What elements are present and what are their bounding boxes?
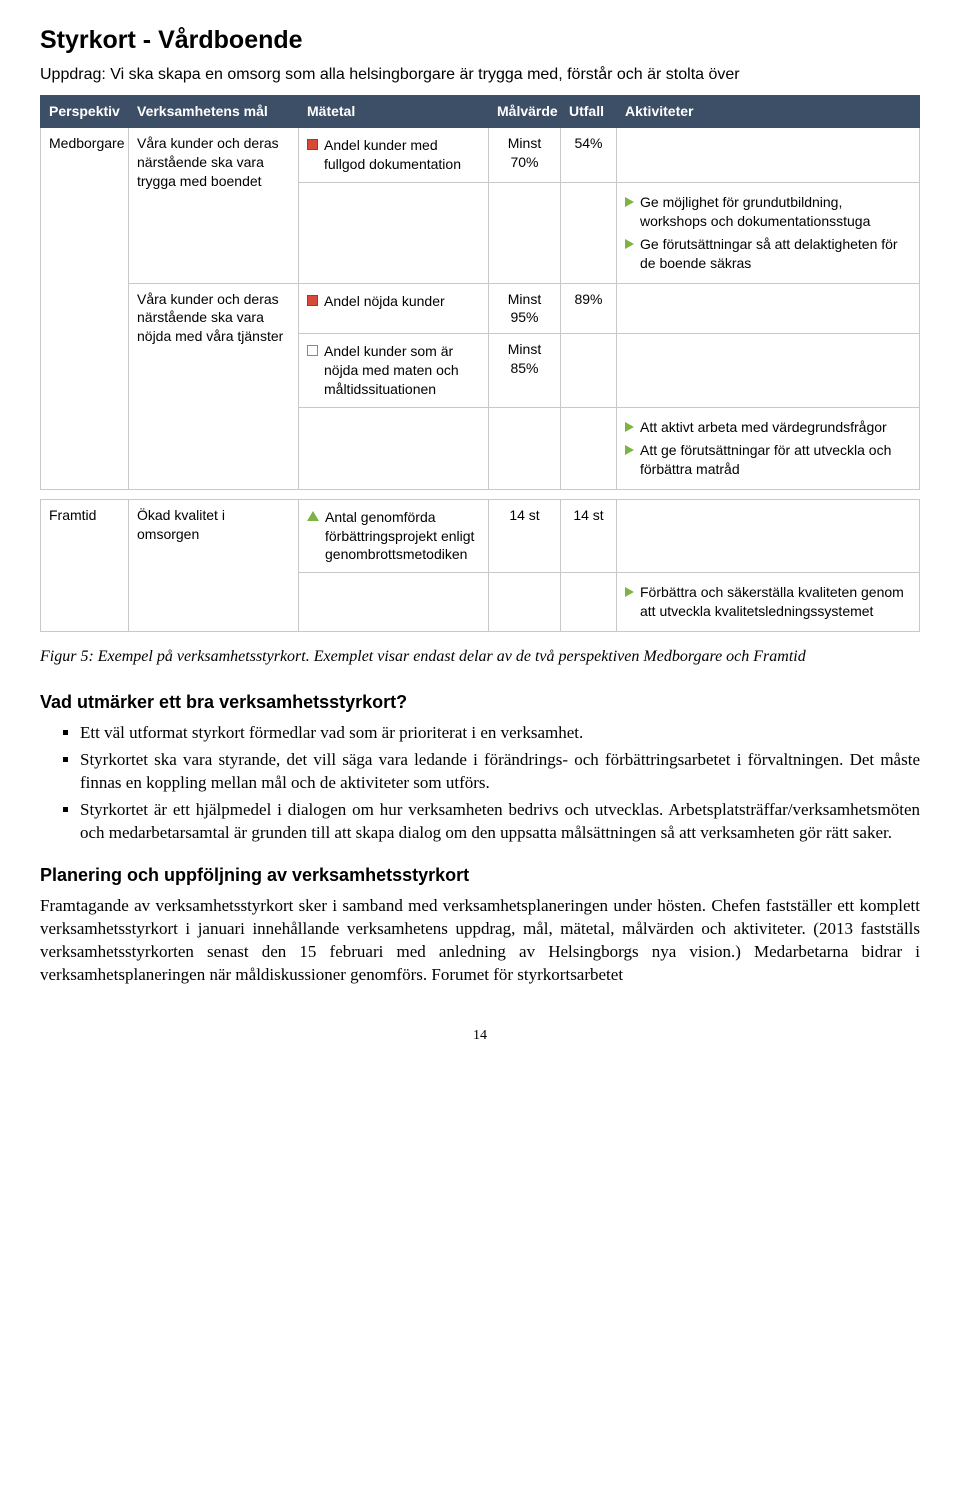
cell-outcome-2: 89% xyxy=(561,283,617,334)
cell-goal-framtid: Ökad kvalitet i omsorgen xyxy=(129,499,299,631)
cell-metric-1: Andel kunder med fullgod dokumentation xyxy=(299,128,489,183)
metric-framtid-text: Antal genomförda förbättringsprojekt enl… xyxy=(325,508,480,565)
cell-empty xyxy=(561,573,617,632)
table-spacer xyxy=(41,489,920,499)
cell-metric-framtid: Antal genomförda förbättringsprojekt enl… xyxy=(299,499,489,573)
cell-perspective-medborgare: Medborgare xyxy=(41,128,129,489)
cell-target-1: Minst 70% xyxy=(489,128,561,183)
metric-1-text: Andel kunder med fullgod dokumentation xyxy=(324,136,480,174)
cell-empty xyxy=(617,283,920,334)
metric-2-text: Andel nöjda kunder xyxy=(324,292,480,311)
mission-text: Uppdrag: Vi ska skapa en omsorg som alla… xyxy=(40,64,920,86)
table-row: Våra kunder och deras närstående ska var… xyxy=(41,283,920,334)
cell-empty xyxy=(489,183,561,284)
status-red-icon xyxy=(307,295,318,306)
cell-empty xyxy=(561,408,617,490)
cell-empty xyxy=(489,408,561,490)
page-title: Styrkort - Vårdboende xyxy=(40,24,920,58)
th-malvarde: Målvärde xyxy=(489,96,561,128)
activity-text: Att ge förutsättningar för att utveckla … xyxy=(640,441,911,479)
play-icon xyxy=(625,239,634,249)
cell-empty xyxy=(299,408,489,490)
table-header-row: Perspektiv Verksamhetens mål Mätetal Mål… xyxy=(41,96,920,128)
cell-empty xyxy=(489,573,561,632)
cell-outcome-1: 54% xyxy=(561,128,617,183)
cell-target-3: Minst 85% xyxy=(489,334,561,408)
cell-empty xyxy=(617,499,920,573)
play-icon xyxy=(625,197,634,207)
cell-target-2: Minst 95% xyxy=(489,283,561,334)
cell-metric-3: Andel kunder som är nöjda med maten och … xyxy=(299,334,489,408)
table-row: Framtid Ökad kvalitet i omsorgen Antal g… xyxy=(41,499,920,573)
cell-perspective-framtid: Framtid xyxy=(41,499,129,631)
activity-text: Ge förutsättningar så att delaktigheten … xyxy=(640,235,911,273)
th-perspektiv: Perspektiv xyxy=(41,96,129,128)
bullet-item: Ett väl utformat styrkort förmedlar vad … xyxy=(80,722,920,745)
cell-activities-2: Att aktivt arbeta med värdegrundsfrågor … xyxy=(617,408,920,490)
cell-empty xyxy=(617,334,920,408)
th-utfall: Utfall xyxy=(561,96,617,128)
cell-metric-2: Andel nöjda kunder xyxy=(299,283,489,334)
status-green-icon xyxy=(307,511,319,521)
page-number: 14 xyxy=(40,1027,920,1046)
scorecard-table: Perspektiv Verksamhetens mål Mätetal Mål… xyxy=(40,95,920,632)
table-row: Medborgare Våra kunder och deras närståe… xyxy=(41,128,920,183)
th-mal: Verksamhetens mål xyxy=(129,96,299,128)
cell-goal-1: Våra kunder och deras närstående ska var… xyxy=(129,128,299,283)
bullet-item: Styrkortet ska vara styrande, det vill s… xyxy=(80,749,920,795)
activity-text: Förbättra och säkerställa kvaliteten gen… xyxy=(640,583,911,621)
bullet-list-1: Ett väl utformat styrkort förmedlar vad … xyxy=(40,722,920,845)
cell-empty xyxy=(299,573,489,632)
th-aktiviteter: Aktiviteter xyxy=(617,96,920,128)
cell-empty xyxy=(299,183,489,284)
section-heading-1: Vad utmärker ett bra verksamhetsstyrkort… xyxy=(40,690,920,714)
cell-empty xyxy=(617,128,920,183)
cell-activities-1: Ge möjlighet för grundutbildning, worksh… xyxy=(617,183,920,284)
cell-goal-2: Våra kunder och deras närstående ska var… xyxy=(129,283,299,489)
play-icon xyxy=(625,422,634,432)
metric-3-text: Andel kunder som är nöjda med maten och … xyxy=(324,342,480,399)
status-open-icon xyxy=(307,345,318,356)
activity-text: Ge möjlighet för grundutbildning, worksh… xyxy=(640,193,911,231)
cell-activities-framtid: Förbättra och säkerställa kvaliteten gen… xyxy=(617,573,920,632)
bullet-item: Styrkortet är ett hjälpmedel i dialogen … xyxy=(80,799,920,845)
cell-target-framtid: 14 st xyxy=(489,499,561,573)
body-paragraph: Framtagande av verksamhetsstyrkort sker … xyxy=(40,895,920,987)
status-red-icon xyxy=(307,139,318,150)
th-matetal: Mätetal xyxy=(299,96,489,128)
play-icon xyxy=(625,445,634,455)
cell-outcome-3 xyxy=(561,334,617,408)
play-icon xyxy=(625,587,634,597)
activity-text: Att aktivt arbeta med värdegrundsfrågor xyxy=(640,418,887,437)
figure-caption: Figur 5: Exempel på verksamhetsstyrkort.… xyxy=(40,646,920,668)
cell-empty xyxy=(561,183,617,284)
section-heading-2: Planering och uppföljning av verksamhets… xyxy=(40,863,920,887)
cell-outcome-framtid: 14 st xyxy=(561,499,617,573)
